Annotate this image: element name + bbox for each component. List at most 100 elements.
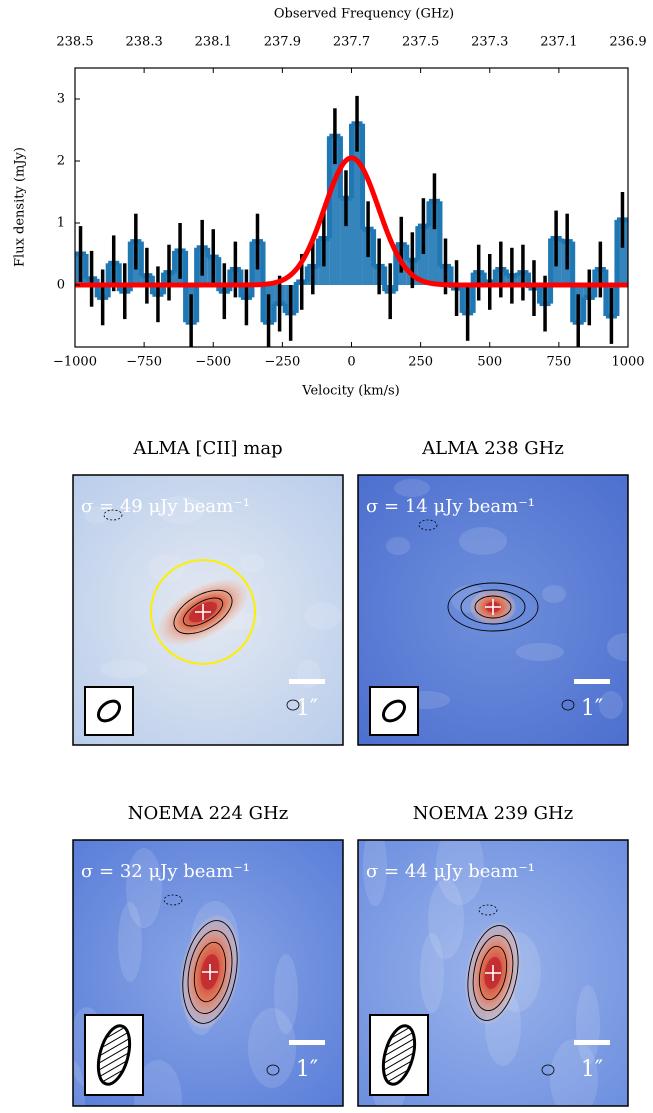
beam	[381, 1024, 417, 1086]
neg-contour	[478, 904, 498, 916]
contour	[182, 920, 238, 1024]
beam	[96, 699, 122, 723]
position-cross	[195, 604, 211, 620]
position-cross	[485, 965, 501, 981]
x-tick-label: −750	[126, 355, 162, 370]
noise-blob	[436, 840, 484, 905]
y-tick-label: 1	[57, 216, 65, 231]
map-title: ALMA 238 GHz	[421, 438, 564, 459]
x2-tick-label: 236.9	[609, 35, 646, 50]
map-image: 1″ σ = 44 μJy beam⁻¹	[358, 840, 628, 1106]
contour	[173, 589, 233, 635]
contour	[478, 945, 508, 1001]
step-fill	[428, 201, 440, 285]
map-frame	[357, 839, 629, 1107]
step-fill	[616, 219, 628, 285]
map-image: 1″ σ = 14 μJy beam⁻¹	[358, 475, 628, 745]
noise-blob	[386, 537, 410, 555]
noise-contour	[541, 1064, 555, 1076]
sigma-label: σ = 32 μJy beam⁻¹	[81, 861, 250, 882]
map-image: 1″ σ = 49 μJy beam⁻¹	[73, 475, 343, 745]
x2-tick-label: 238.3	[126, 35, 163, 50]
noise-blob	[428, 879, 464, 959]
scale-label: 1″	[296, 1057, 318, 1082]
aperture	[150, 559, 256, 665]
beam	[96, 1024, 132, 1086]
x2-tick-label: 238.1	[195, 35, 232, 50]
x2-tick-label: 238.5	[56, 35, 93, 50]
scale-bar	[289, 679, 325, 684]
map-panel: NOEMA 239 GHz 1″ σ = 44 μJy beam⁻¹	[357, 803, 629, 1107]
scale-bar	[289, 1040, 325, 1045]
noise-blob	[607, 633, 628, 661]
contour	[187, 930, 233, 1014]
x-tick-label: −1000	[53, 355, 97, 370]
x-tick-label: −500	[195, 355, 231, 370]
noise-blob	[363, 840, 387, 906]
scale-bar	[574, 1040, 610, 1045]
x-tick-label: 0	[347, 355, 355, 370]
x-tick-label: 1000	[611, 355, 644, 370]
sigma-label: σ = 44 μJy beam⁻¹	[366, 861, 535, 882]
noise-blob	[420, 933, 444, 1013]
noise-blob	[126, 848, 162, 928]
noise-blob	[550, 1039, 598, 1106]
map-title: NOEMA 239 GHz	[413, 803, 573, 824]
data-layer	[75, 95, 628, 347]
x-tick-label: −250	[265, 355, 301, 370]
step-fill	[417, 226, 429, 285]
noise-blob	[542, 585, 566, 603]
noise-blob	[274, 954, 298, 1034]
noise-blob	[134, 1060, 182, 1106]
x-tick-label: 500	[477, 355, 502, 370]
y-tick-label: 0	[57, 278, 65, 293]
contour	[460, 589, 526, 625]
noise-contour	[266, 1064, 280, 1076]
fit-curve	[75, 155, 628, 288]
x-axis-label: Velocity (km/s)	[301, 384, 399, 399]
map-frame	[72, 839, 344, 1107]
neg-contour	[163, 894, 183, 906]
contour	[474, 595, 512, 619]
noise-blob	[100, 660, 148, 678]
scale-label: 1″	[296, 696, 318, 721]
noise-blob	[248, 1008, 296, 1088]
noise-blob	[240, 554, 264, 572]
map-panel: NOEMA 224 GHz 1″ σ = 32 μJy beam⁻¹	[72, 803, 344, 1107]
map-title: ALMA [CII] map	[132, 438, 282, 459]
step-fill	[329, 136, 341, 285]
map-title: NOEMA 224 GHz	[128, 803, 288, 824]
neg-contour	[103, 509, 123, 521]
beam-box	[369, 686, 419, 736]
y-tick-label: 3	[57, 92, 65, 107]
noise-contour	[286, 699, 300, 711]
x2-tick-label: 237.9	[264, 35, 301, 50]
x-tick-label: 250	[408, 355, 433, 370]
scale-label: 1″	[581, 1057, 603, 1082]
map-panel: ALMA 238 GHz 1″ σ = 14 μJy beam⁻¹	[357, 438, 629, 746]
noise-contour	[561, 699, 575, 711]
map-frame	[72, 474, 344, 746]
noise-blob	[157, 496, 205, 524]
noise-blob	[305, 602, 341, 630]
map-image: 1″ σ = 32 μJy beam⁻¹	[73, 840, 343, 1106]
scale-label: 1″	[581, 696, 603, 721]
contour	[193, 941, 227, 1003]
x2-tick-label: 237.5	[402, 35, 439, 50]
contour	[472, 934, 514, 1012]
noise-blob	[394, 479, 430, 497]
noise-blob	[149, 554, 185, 582]
noise-blob	[84, 506, 108, 524]
step-fill	[351, 123, 363, 285]
y-tick-label: 2	[57, 154, 65, 169]
position-cross	[202, 964, 218, 980]
map-frame	[357, 474, 629, 746]
noise-blob	[118, 902, 142, 982]
beam	[381, 699, 407, 723]
x-tick-label: 750	[546, 355, 571, 370]
noise-blob	[73, 1061, 85, 1106]
step-fill	[340, 198, 352, 285]
contour	[182, 597, 224, 627]
sigma-label: σ = 14 μJy beam⁻¹	[366, 496, 535, 517]
